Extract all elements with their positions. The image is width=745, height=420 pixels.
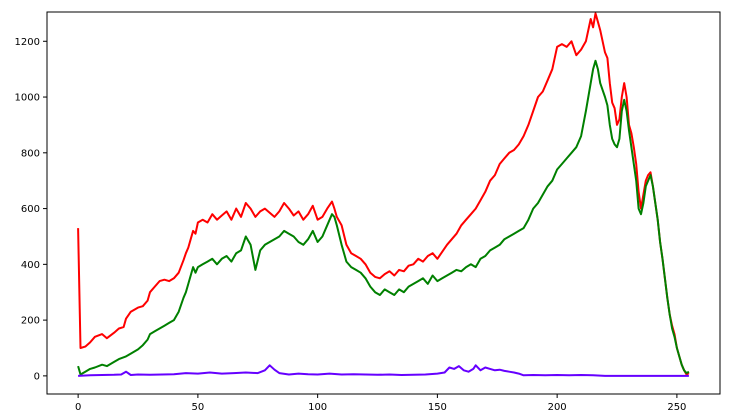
y-tick-label: 400 xyxy=(21,260,40,271)
x-tick-label: 200 xyxy=(548,402,567,413)
series-line-2 xyxy=(77,59,690,376)
x-tick-label: 150 xyxy=(428,402,447,413)
plot-background xyxy=(47,12,720,394)
y-axis: 0 200 400 600 800 1000 1200 xyxy=(15,37,47,382)
x-tick-label: 0 xyxy=(75,402,81,413)
x-axis: 0 50 100 150 200 250 xyxy=(75,394,686,413)
x-tick-label: 100 xyxy=(308,402,327,413)
y-tick-label: 1000 xyxy=(15,93,40,104)
y-tick-label: 1200 xyxy=(15,37,40,48)
y-tick-label: 600 xyxy=(21,204,40,215)
plot-frame xyxy=(46,11,721,395)
series-lines xyxy=(77,12,690,377)
x-tick-label: 250 xyxy=(667,402,686,413)
y-tick-label: 200 xyxy=(21,316,40,327)
series-line-3 xyxy=(78,364,689,377)
y-tick-label: 800 xyxy=(21,148,40,159)
y-tick-label: 0 xyxy=(34,371,40,382)
x-tick-label: 50 xyxy=(192,402,205,413)
